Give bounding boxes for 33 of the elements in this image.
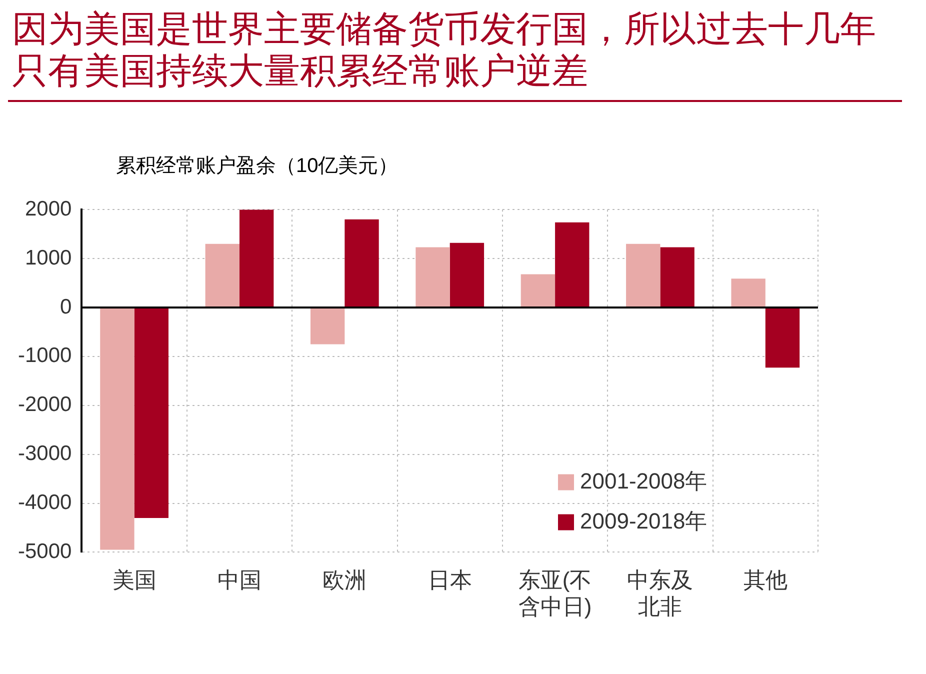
bar (731, 278, 766, 307)
bar (450, 242, 484, 307)
y-tick-label: 0 (60, 295, 72, 318)
x-tick-label: 中东及北非 (627, 567, 694, 619)
x-tick-label: 其他 (743, 567, 788, 592)
y-tick-label: -1000 (18, 344, 72, 368)
y-axis-title: 累积经常账户盈余（10亿美元） (116, 154, 400, 179)
bar (100, 308, 134, 550)
y-tick-label: -4000 (18, 491, 72, 514)
x-tick-label: 日本 (428, 567, 472, 592)
y-tick-label: 2000 (24, 197, 72, 220)
y-tick-label: -3000 (18, 442, 72, 466)
x-tick-label: 美国 (112, 567, 156, 592)
bar (205, 244, 240, 307)
bar (555, 222, 590, 307)
bar (416, 247, 450, 307)
bar (520, 274, 556, 307)
bar (660, 247, 694, 307)
chart-title: 因为美国是世界主要储备货币发行国，所以过去十几年只有美国持续大量积累经常账户逆差 (8, 8, 902, 102)
bar (310, 308, 345, 344)
bar (239, 210, 274, 307)
bar (134, 308, 168, 518)
y-tick-label: -2000 (18, 393, 72, 416)
x-tick-label: 中国 (217, 567, 262, 592)
y-tick-label: 1000 (24, 246, 72, 270)
x-tick-label: 东亚(不含中日) (518, 567, 592, 619)
legend-label: 2009-2018年 (580, 508, 708, 534)
x-tick-label: 欧洲 (322, 567, 367, 592)
bar (344, 219, 379, 307)
bar (626, 244, 660, 307)
bar (765, 308, 800, 368)
y-tick-label: -5000 (18, 540, 72, 563)
legend-label: 2001-2008年 (580, 468, 708, 494)
